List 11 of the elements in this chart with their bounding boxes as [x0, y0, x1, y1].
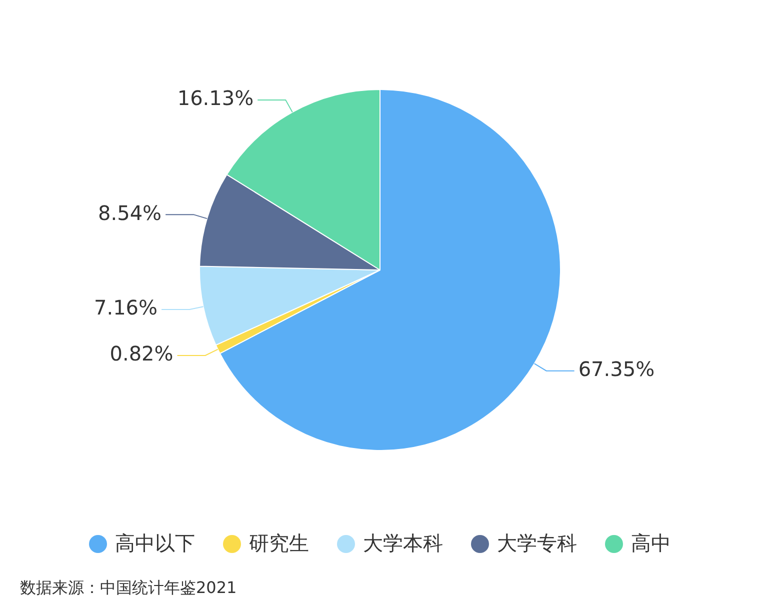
data-label: 0.82%	[110, 342, 174, 366]
legend-label: 大学专科	[497, 530, 577, 557]
legend-label: 高中	[631, 530, 671, 557]
legend-label: 高中以下	[115, 530, 195, 557]
data-label: 16.13%	[177, 86, 254, 110]
data-label: 67.35%	[578, 357, 655, 382]
data-label: 8.54%	[98, 200, 162, 225]
legend-label: 大学本科	[363, 530, 443, 557]
source-note: 数据来源：中国统计年鉴2021	[20, 578, 237, 599]
legend-label: 研究生	[249, 530, 309, 557]
data-label: 7.16%	[94, 296, 158, 320]
